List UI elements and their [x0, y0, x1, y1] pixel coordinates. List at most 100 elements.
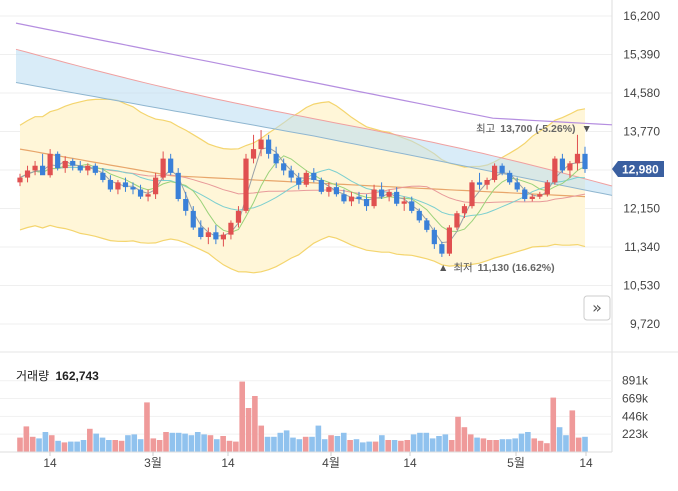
candle-body — [281, 163, 287, 171]
candle-body — [235, 210, 242, 223]
candle-body — [122, 182, 129, 188]
volume-bar — [118, 440, 125, 452]
volume-bar — [442, 434, 449, 452]
candle-body — [492, 165, 498, 180]
volume-bar — [372, 441, 379, 452]
candle-body — [341, 194, 347, 202]
volume-bar — [499, 439, 506, 452]
bollinger-band — [20, 99, 585, 273]
candlesticks — [17, 130, 588, 257]
candle-body — [356, 196, 362, 199]
volume-bar — [550, 397, 557, 452]
candle-body — [484, 179, 490, 185]
volume-bar — [93, 433, 99, 452]
low-value: 11,130 (16.62%) — [478, 262, 555, 274]
ichimoku-span-b — [15, 82, 613, 196]
candle-body — [363, 198, 370, 207]
candle-body — [24, 170, 31, 178]
candle-body — [529, 196, 535, 199]
volume-bar — [563, 435, 569, 452]
volume-bar — [163, 432, 169, 452]
volume-grid — [0, 380, 612, 435]
candle-body — [424, 220, 430, 230]
volume-bar — [131, 434, 138, 452]
candle-body — [567, 163, 573, 171]
volume-bar — [42, 432, 49, 452]
volume-bar — [156, 440, 163, 452]
volume-bar — [404, 440, 411, 452]
moving-average-20 — [19, 166, 586, 218]
candle-body — [85, 165, 91, 171]
volume-bar — [29, 436, 36, 452]
candle-body — [537, 194, 543, 197]
volume-bar — [188, 435, 195, 452]
volume-bar — [302, 436, 309, 452]
volume-bar — [23, 426, 30, 452]
volume-bar — [340, 432, 347, 452]
volume-label: 거래량 — [16, 369, 49, 383]
candle-body — [70, 160, 76, 166]
volume-tick-label: 891k — [622, 374, 649, 388]
price-tick-label: 11,340 — [624, 240, 660, 254]
high-value: 13,700 (-5.26%) — [500, 123, 575, 135]
volume-bar — [264, 436, 271, 452]
volume-bar — [74, 441, 80, 452]
volume-bar — [366, 441, 372, 452]
candle-body — [303, 172, 309, 185]
volume-bar — [321, 439, 328, 452]
volume-bar — [55, 440, 61, 452]
volume-bar — [398, 440, 404, 452]
candle-body — [62, 160, 68, 169]
candle-body — [544, 182, 550, 195]
x-tick-label: 14 — [403, 456, 417, 470]
volume-bar — [150, 438, 157, 452]
scroll-to-latest-button[interactable]: » — [583, 295, 611, 321]
candle-body — [198, 227, 204, 238]
candle-body — [371, 189, 377, 207]
volume-bar — [201, 434, 207, 452]
volume-bar — [480, 438, 487, 452]
candle-body — [273, 153, 279, 164]
candle-body — [107, 179, 113, 190]
candle-body — [394, 191, 400, 204]
volume-bar — [296, 439, 303, 452]
candle-body — [574, 153, 581, 164]
volume-bar — [512, 438, 518, 452]
volume-bars — [17, 381, 588, 452]
candle-body — [137, 189, 144, 197]
ichimoku-span-a — [15, 48, 613, 187]
volume-tick-label: 669k — [622, 391, 649, 405]
price-tick-label: 14,580 — [623, 86, 660, 100]
candle-body — [153, 177, 159, 195]
candle-body — [266, 139, 272, 154]
candle-body — [461, 206, 468, 214]
price-tick-label: 12,150 — [623, 202, 660, 216]
volume-bar — [518, 433, 525, 452]
candle-body — [115, 182, 121, 190]
candle-body — [401, 201, 407, 204]
volume-bar — [61, 442, 68, 452]
candle-body — [333, 187, 339, 195]
x-tick-label: 3월 — [144, 456, 162, 470]
volume-bar — [207, 435, 214, 452]
candle-body — [318, 179, 324, 192]
volume-bar — [144, 402, 150, 452]
volume-bar — [410, 434, 417, 452]
candle-body — [288, 170, 294, 178]
x-tick-label: 14 — [221, 456, 235, 470]
candle-body — [348, 196, 355, 202]
high-marker-icon: ▼ — [581, 123, 591, 135]
volume-bar — [80, 440, 87, 452]
candle-body — [522, 189, 528, 199]
volume-bar — [556, 427, 563, 452]
moving-average-long — [15, 22, 613, 126]
candle-body — [243, 158, 249, 211]
candle-body — [507, 172, 513, 183]
moving-average-5 — [19, 146, 586, 244]
volume-bar — [525, 432, 531, 452]
candle-body — [469, 182, 475, 207]
volume-bar — [474, 437, 480, 452]
price-tick-label: 16,200 — [623, 9, 660, 23]
price-tick-label: 10,530 — [623, 279, 660, 293]
